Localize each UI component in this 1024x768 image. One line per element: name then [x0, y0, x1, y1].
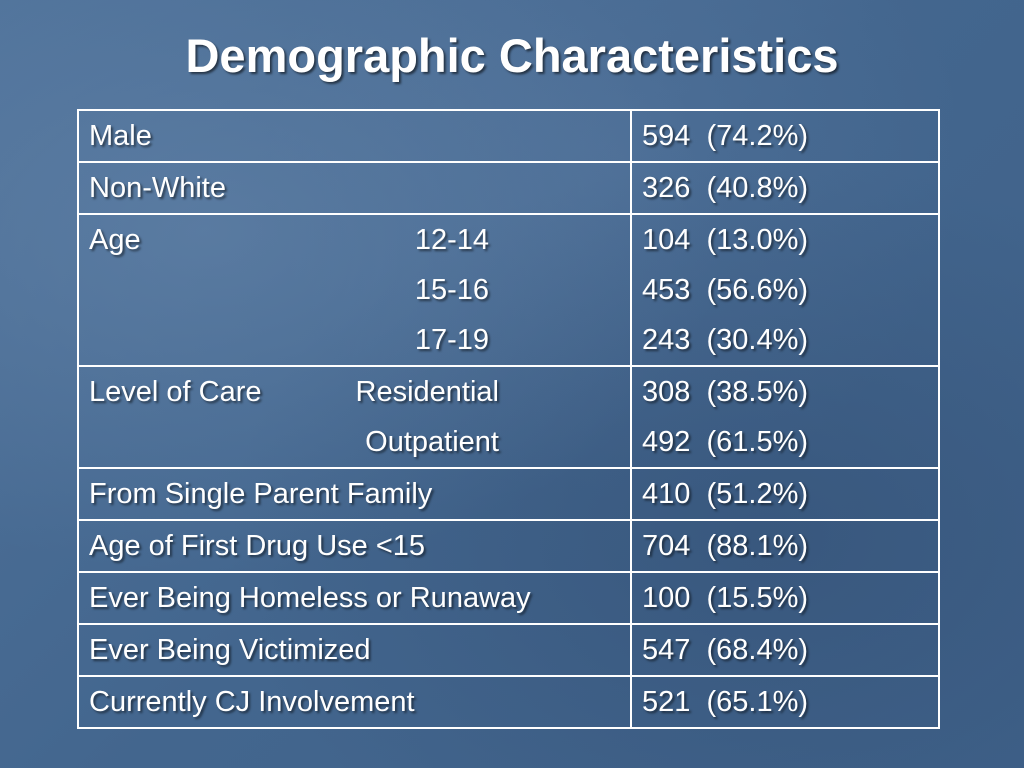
row-label: Currently CJ Involvement	[77, 675, 632, 729]
row-label: Ever Being Victimized	[77, 623, 632, 677]
table-row: Currently CJ Involvement 521 (65.1%)	[77, 675, 941, 729]
row-label: Level of Care	[89, 376, 262, 408]
row-value: 326 (40.8%)	[629, 161, 941, 215]
table-row: Age of First Drug Use <15 704 (88.1%)	[77, 519, 941, 573]
row-value: 521 (65.1%)	[629, 675, 941, 729]
table-row: Ever Being Homeless or Runaway 100 (15.5…	[77, 571, 941, 625]
row-value: 410 (51.2%)	[629, 467, 941, 521]
age-range-label: 12-14	[414, 224, 489, 256]
table-row: Level of Care Residential Outpatient 308…	[77, 365, 941, 469]
row-value: 100 (15.5%)	[629, 571, 941, 625]
row-value: 594 (74.2%)	[629, 109, 941, 163]
demographics-table: Male 594 (74.2%) Non-White 326 (40.8%) A…	[77, 109, 941, 729]
care-level-label: Outpatient	[365, 426, 499, 458]
row-value-group: 104 (13.0%) 453 (56.6%) 243 (30.4%)	[629, 213, 941, 367]
row-label: Age	[89, 224, 141, 256]
row-value: 104 (13.0%)	[641, 224, 809, 256]
age-range-label: 17-19	[414, 324, 489, 356]
row-value: 704 (88.1%)	[629, 519, 941, 573]
row-value: 243 (30.4%)	[641, 324, 809, 356]
row-label-group: Level of Care Residential Outpatient	[77, 365, 632, 469]
row-value: 547 (68.4%)	[629, 623, 941, 677]
row-label: Age of First Drug Use <15	[77, 519, 632, 573]
row-value-group: 308 (38.5%) 492 (61.5%)	[629, 365, 941, 469]
row-label-group: Age 12-14 15-16 17-19	[77, 213, 632, 367]
row-label: Ever Being Homeless or Runaway	[77, 571, 632, 625]
row-value: 492 (61.5%)	[641, 426, 809, 458]
table-row: Non-White 326 (40.8%)	[77, 161, 941, 215]
table-row: Ever Being Victimized 547 (68.4%)	[77, 623, 941, 677]
row-label: From Single Parent Family	[77, 467, 632, 521]
row-value: 308 (38.5%)	[641, 376, 809, 408]
table-row: Male 594 (74.2%)	[77, 109, 941, 163]
age-range-label: 15-16	[414, 274, 489, 306]
page-title: Demographic Characteristics	[185, 29, 839, 82]
row-label: Male	[77, 109, 632, 163]
row-label: Non-White	[77, 161, 632, 215]
table-row: From Single Parent Family 410 (51.2%)	[77, 467, 941, 521]
row-value: 453 (56.6%)	[641, 274, 809, 306]
care-level-label: Residential	[355, 376, 499, 408]
table-row: Age 12-14 15-16 17-19 104 (13.0%) 453 (56…	[77, 213, 941, 367]
